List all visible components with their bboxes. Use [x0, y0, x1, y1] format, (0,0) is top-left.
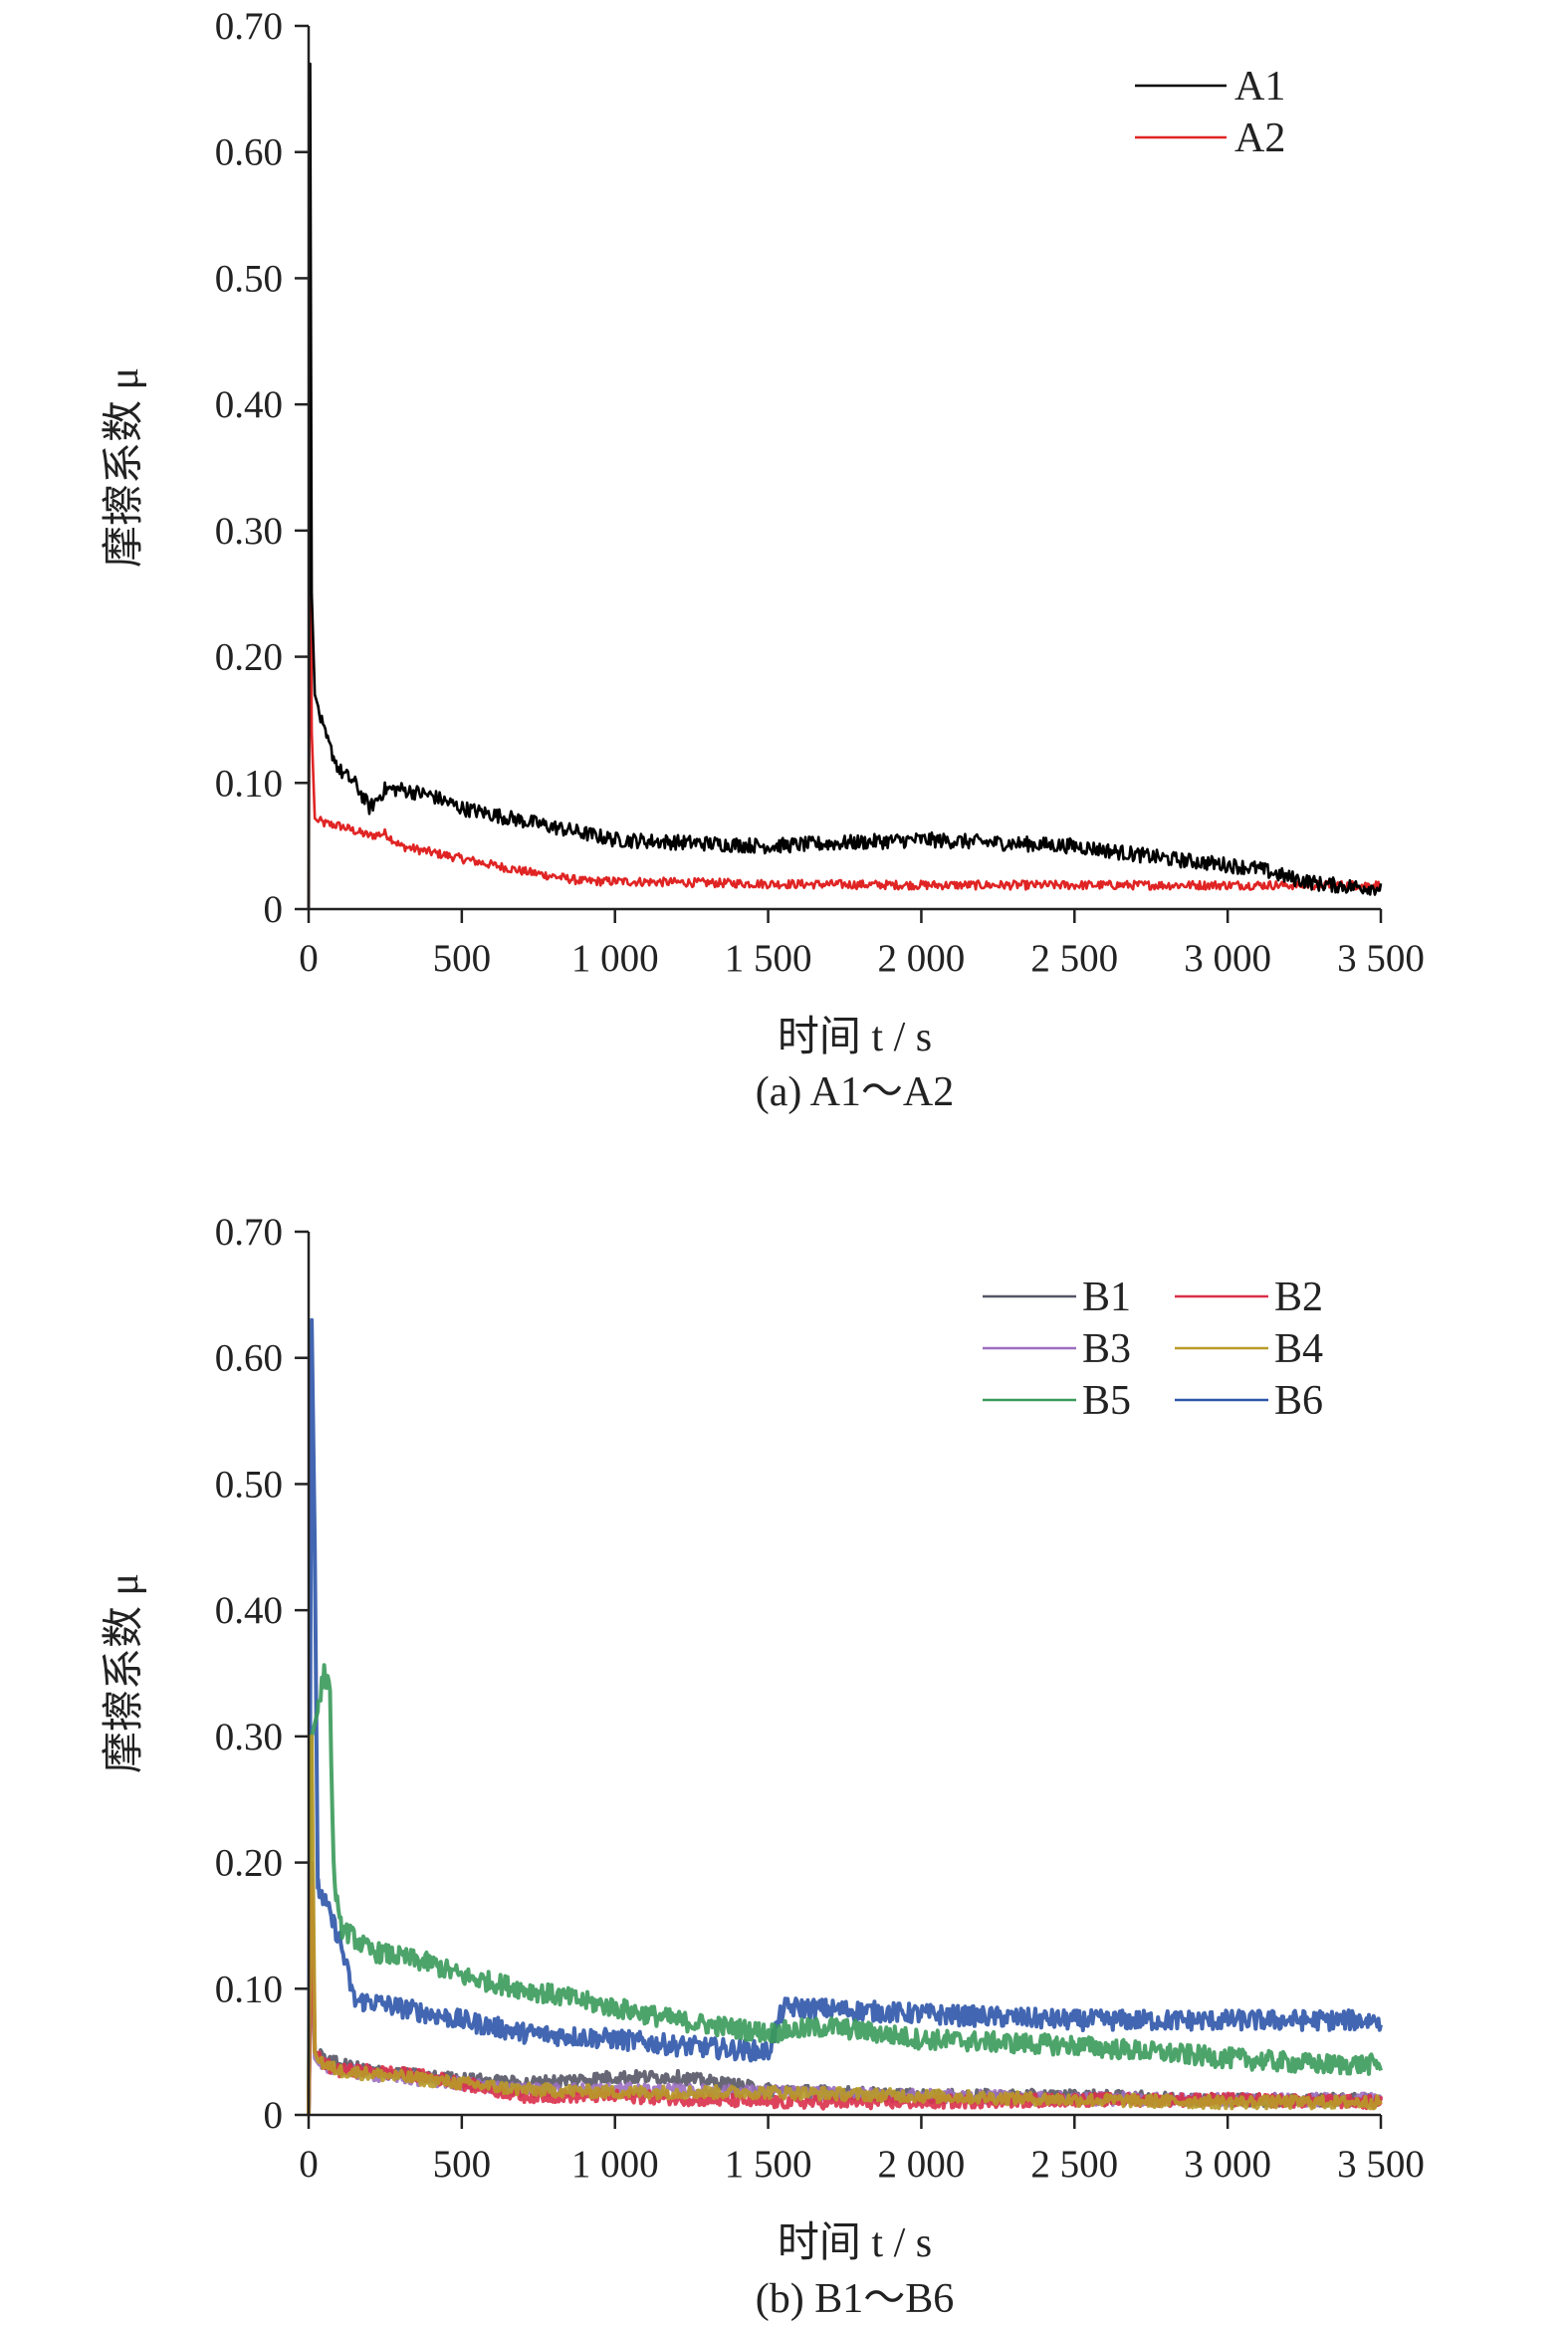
chart-b-ytick-label: 0.10 [215, 1968, 283, 2010]
chart-a-xtick-label: 2 500 [1030, 937, 1118, 980]
chart-b-legend-label-b4: B4 [1274, 1326, 1323, 1372]
chart-a-ytick-label: 0.60 [215, 131, 283, 174]
chart-b-xtick-label: 3 500 [1337, 2143, 1425, 2186]
chart-a-ytick-label: 0.40 [215, 383, 283, 426]
chart-a-xtick-label: 1 000 [571, 937, 659, 980]
chart-b-xtick-label: 1 500 [725, 2143, 812, 2186]
chart-a-ytick-label: 0.20 [215, 636, 283, 679]
chart-b-ytick-label: 0 [264, 2094, 284, 2137]
chart-a-series-layer [307, 62, 1383, 910]
chart-b-legend-label-b3: B3 [1082, 1326, 1131, 1372]
chart-b-xlabel: 时间 t / s [778, 2220, 932, 2266]
chart-a-xtick-label: 3 000 [1184, 937, 1271, 980]
chart-b-series-b6 [307, 1317, 1383, 2116]
chart-a-series-a1 [307, 62, 1383, 910]
chart-b-caption: (b) B1～B6 [756, 2276, 955, 2322]
chart-b-ylabel: 摩擦系数 μ [101, 1573, 147, 1773]
chart-a-series-a2 [307, 478, 1382, 910]
chart-b-legend-label-b5: B5 [1082, 1378, 1131, 1424]
chart-a-legend-label-a1: A1 [1234, 64, 1285, 110]
chart-b-series-b4 [307, 1734, 1383, 2116]
chart-b-ytick-label: 0.70 [215, 1211, 283, 1254]
chart-b-ytick-label: 0.40 [215, 1589, 283, 1632]
chart-a-ytick-label: 0 [264, 888, 284, 931]
chart-b-ytick-label: 0.30 [215, 1716, 283, 1758]
chart-a-xtick-label: 0 [299, 937, 319, 980]
chart-a-xtick-label: 3 500 [1337, 937, 1425, 980]
chart-b-ytick-label: 0.50 [215, 1463, 283, 1506]
chart-b-xtick-label: 0 [299, 2143, 319, 2186]
chart-a-ytick-label: 0.30 [215, 510, 283, 553]
chart-b-ytick-label: 0.60 [215, 1337, 283, 1380]
chart-b-legend: B1 B2 B3 B4 B5 B6 [983, 1275, 1323, 1424]
chart-b-ytick-label: 0.20 [215, 1842, 283, 1885]
chart-a-xlabel: 时间 t / s [778, 1015, 932, 1060]
chart-a-ytick-label: 0.50 [215, 257, 283, 300]
chart-a-ylabel: 摩擦系数 μ [101, 367, 147, 568]
chart-a: 0 0.10 0.20 0.30 0.40 0.50 0.60 0.70 0 500 1 000 1 … [101, 5, 1425, 1115]
chart-a-xtick-label: 500 [433, 937, 492, 980]
chart-b-legend-label-b6: B6 [1274, 1378, 1323, 1424]
chart-b-xtick-label: 2 500 [1030, 2143, 1118, 2186]
chart-a-xtick-label: 2 000 [878, 937, 966, 980]
chart-a-axes-layer: 0 0.10 0.20 0.30 0.40 0.50 0.60 0.70 0 500 1 000 1 … [215, 5, 1425, 980]
chart-a-legend-label-a2: A2 [1234, 116, 1285, 161]
chart-b-legend-label-b1: B1 [1082, 1275, 1131, 1320]
chart-a-xtick-label: 1 500 [725, 937, 812, 980]
chart-b-xtick-label: 3 000 [1184, 2143, 1271, 2186]
chart-b-series-b5 [307, 1663, 1383, 2116]
chart-b-legend-label-b2: B2 [1274, 1275, 1323, 1320]
chart-b-xtick-label: 500 [433, 2143, 492, 2186]
chart-b-xtick-label: 2 000 [878, 2143, 966, 2186]
chart-b-xtick-label: 1 000 [571, 2143, 659, 2186]
chart-b: 0 0.10 0.20 0.30 0.40 0.50 0.60 0.70 0 500 1 000 1 … [101, 1211, 1425, 2322]
chart-b-axes-layer: 0 0.10 0.20 0.30 0.40 0.50 0.60 0.70 0 500 1 000 1 … [215, 1211, 1425, 2186]
chart-b-series-layer [307, 1317, 1383, 2116]
chart-a-ytick-label: 0.10 [215, 762, 283, 805]
chart-a-ytick-label: 0.70 [215, 5, 283, 48]
chart-a-caption: (a) A1～A2 [756, 1069, 954, 1115]
